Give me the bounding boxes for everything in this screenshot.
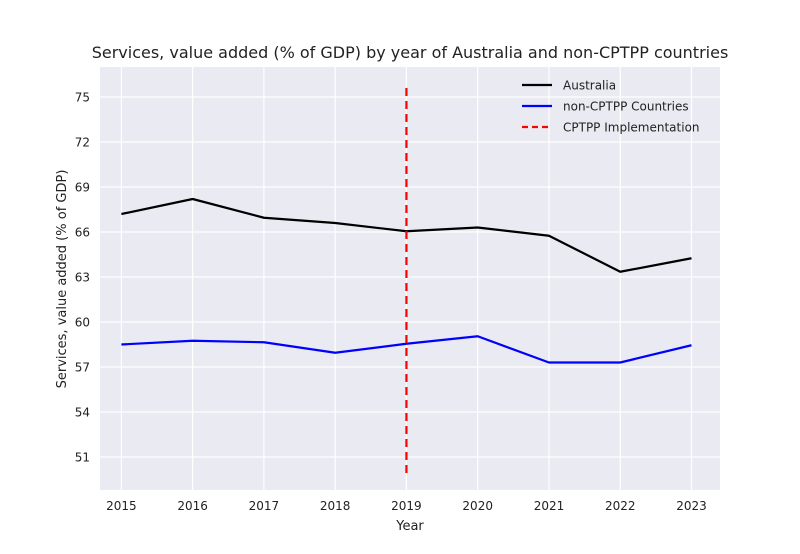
legend-label: CPTPP Implementation [563, 121, 700, 135]
x-tick-label: 2015 [106, 499, 137, 513]
legend-label: Australia [563, 79, 616, 93]
grid-lines [100, 67, 720, 490]
y-tick-label: 72 [75, 136, 90, 150]
y-tick-label: 51 [75, 451, 90, 465]
y-tick-label: 66 [75, 226, 90, 240]
y-axis-label: Services, value added (% of GDP) [55, 170, 70, 389]
x-tick-label: 2022 [605, 499, 636, 513]
y-tick-label: 63 [75, 271, 90, 285]
series-line-non-cptpp-countries [121, 335, 692, 364]
x-tick-label: 2021 [534, 499, 565, 513]
legend: Australia non-CPTPP Countries CPTPP Implem… [522, 79, 700, 135]
x-tick-label: 2020 [462, 499, 493, 513]
x-tick-label: 2018 [320, 499, 351, 513]
x-tick-label: 2019 [391, 499, 422, 513]
axis-ticks: 51 54 57 60 63 66 69 72 75 2015 2016 2017 2018 2019 20… [75, 91, 707, 514]
legend-label: non-CPTPP Countries [563, 100, 689, 114]
y-tick-label: 60 [75, 316, 90, 330]
series-lines [121, 88, 692, 477]
plot-area [100, 67, 720, 490]
y-tick-label: 54 [75, 406, 90, 420]
x-tick-label: 2017 [249, 499, 280, 513]
x-tick-label: 2016 [177, 499, 208, 513]
chart-title: Services, value added (% of GDP) by year… [92, 43, 729, 62]
y-tick-label: 75 [75, 91, 90, 105]
x-tick-label: 2023 [676, 499, 707, 513]
y-tick-label: 69 [75, 181, 90, 195]
y-tick-label: 57 [75, 361, 90, 375]
x-axis-label: Year [395, 519, 424, 534]
